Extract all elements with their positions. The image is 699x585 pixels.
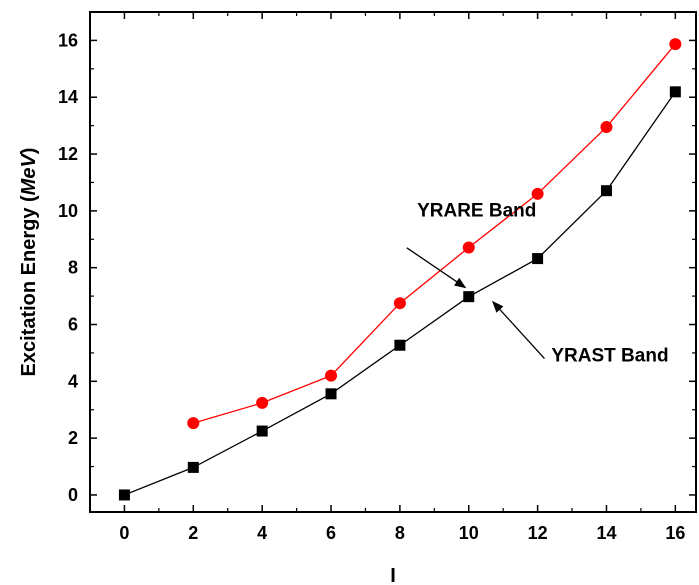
x-tick-label: 4 bbox=[257, 523, 267, 543]
x-tick-label: 8 bbox=[395, 523, 405, 543]
yrast-band-point bbox=[256, 425, 268, 437]
x-tick-label: 14 bbox=[596, 523, 616, 543]
x-tick-label: 0 bbox=[119, 523, 129, 543]
yrare-band-point bbox=[325, 369, 338, 382]
yrare-band-point bbox=[462, 241, 475, 254]
series-layer bbox=[118, 38, 682, 501]
plot-frame bbox=[89, 11, 697, 513]
y-tick-label: 4 bbox=[68, 371, 78, 391]
x-tick-label: 6 bbox=[326, 523, 336, 543]
axis-ticks bbox=[90, 12, 696, 512]
x-tick-label: 16 bbox=[665, 523, 685, 543]
yrare-band-point bbox=[187, 417, 200, 430]
x-tick-label: 2 bbox=[188, 523, 198, 543]
yrast-band-point bbox=[118, 489, 130, 501]
yrare-band-point bbox=[669, 38, 682, 51]
y-axis-title-unit: MeV bbox=[18, 153, 40, 196]
y-axis-title-suffix: ) bbox=[18, 148, 40, 155]
yrare-band-line bbox=[193, 43, 676, 424]
y-tick-label: 0 bbox=[68, 485, 78, 505]
yrast-band-line bbox=[124, 91, 676, 496]
yrare-band-point bbox=[393, 297, 406, 310]
y-tick-label: 12 bbox=[58, 144, 78, 164]
yrast-band-point bbox=[187, 461, 199, 473]
y-tick-label: 6 bbox=[68, 315, 78, 335]
yrast-band-point bbox=[394, 339, 406, 351]
yrast-band-point bbox=[600, 185, 612, 197]
tick-labels: 0 2 4 6 8 10 12 14 16 0 2 4 6 8 10 12 14 16 bbox=[58, 30, 685, 543]
x-tick-label: 12 bbox=[528, 523, 548, 543]
yrare-band-label: YRARE Band bbox=[417, 201, 536, 222]
y-tick-label: 10 bbox=[58, 201, 78, 221]
y-axis-title-prefix: Excitation Energy ( bbox=[18, 195, 40, 376]
x-axis-title: I bbox=[390, 565, 396, 585]
yrare-band-point bbox=[256, 396, 269, 409]
yrast-band-point bbox=[669, 86, 681, 98]
x-tick-label: 10 bbox=[459, 523, 479, 543]
yrast-band-label: YRAST Band bbox=[551, 345, 668, 366]
y-tick-label: 8 bbox=[68, 258, 78, 278]
yrast-band-point bbox=[532, 253, 544, 265]
yrare-band-arrow bbox=[406, 247, 467, 289]
yrare-band-point bbox=[600, 121, 613, 134]
y-tick-label: 2 bbox=[68, 428, 78, 448]
yrast-band-arrow bbox=[492, 300, 545, 360]
y-tick-label: 16 bbox=[58, 30, 78, 50]
y-tick-label: 14 bbox=[58, 87, 78, 107]
yrare-band-point bbox=[531, 187, 544, 200]
yrast-band-point bbox=[325, 388, 337, 400]
y-axis-title: Excitation Energy (MeV) bbox=[18, 148, 40, 377]
yrast-band-point bbox=[463, 291, 475, 303]
annotations: YRARE Band YRAST Band bbox=[406, 201, 669, 366]
